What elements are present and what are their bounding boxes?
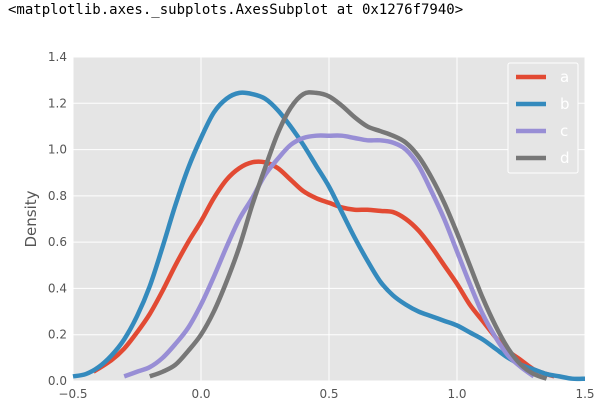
x-axis-ticks: −0.5 0.0 0.5 1.0 1.5 [58, 387, 594, 401]
y-tick-label: 1.2 [48, 96, 67, 110]
y-tick-label: 1.4 [48, 50, 67, 64]
y-tick-label: 0.6 [48, 235, 67, 249]
y-axis-ticks: 0.0 0.2 0.4 0.6 0.8 1.0 1.2 1.4 [48, 50, 67, 388]
grid-lines [72, 56, 586, 382]
series-lines [72, 90, 586, 382]
y-axis-label: Density [22, 190, 40, 247]
y-tick-label: 1.0 [48, 143, 67, 157]
output-repr-text: <matplotlib.axes._subplots.AxesSubplot a… [8, 2, 464, 18]
series-line-b [72, 90, 586, 382]
x-tick-label: 0.0 [191, 387, 210, 401]
y-tick-label: 0.0 [48, 374, 67, 388]
legend-box [507, 62, 579, 174]
series-line-c [123, 133, 536, 379]
series-line-a [92, 159, 555, 379]
y-tick-label: 0.8 [48, 189, 67, 203]
y-tick-label: 0.2 [48, 328, 67, 342]
legend-label-c: c [560, 122, 568, 140]
legend-label-b: b [560, 95, 570, 113]
x-tick-label: 1.5 [575, 387, 594, 401]
legend-label-d: d [560, 149, 570, 167]
series-line-d [149, 90, 548, 381]
x-tick-label: 0.5 [319, 387, 338, 401]
y-tick-label: 0.4 [48, 281, 67, 295]
legend-label-a: a [560, 68, 569, 86]
x-tick-label: −0.5 [58, 387, 87, 401]
x-tick-label: 1.0 [447, 387, 466, 401]
